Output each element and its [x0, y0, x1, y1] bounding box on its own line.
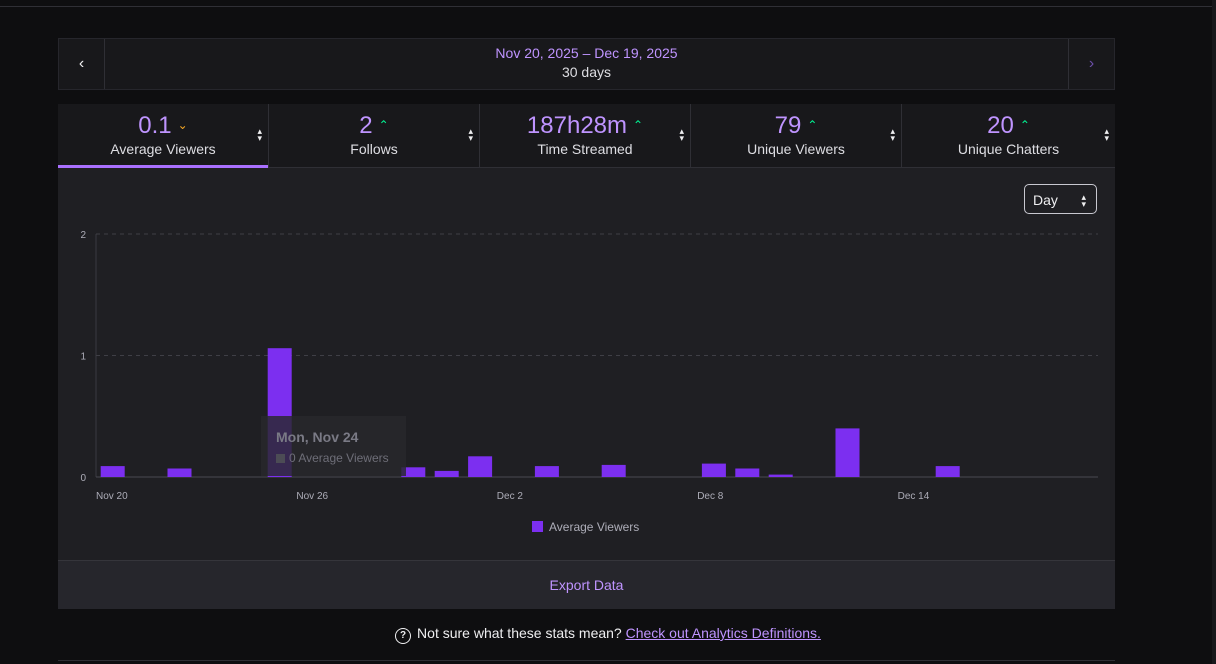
trend-up-icon: ⌃ [1019, 118, 1030, 132]
metric-value: 0.1 [138, 112, 172, 139]
tab-average-viewers[interactable]: 0.1 ⌄ Average Viewers ▴ ▾ [58, 104, 269, 168]
trend-up-icon: ⌃ [378, 118, 389, 132]
bar [735, 468, 760, 477]
legend-label: Average Viewers [549, 520, 640, 534]
y-tick-label: 1 [80, 352, 86, 363]
right-edge [1212, 0, 1216, 664]
export-data-button[interactable]: Export Data [58, 560, 1115, 609]
bar [167, 468, 192, 477]
bar [434, 470, 459, 477]
x-tick-label: Nov 20 [96, 491, 128, 502]
sort-icon[interactable]: ▴ ▾ [468, 126, 473, 143]
tooltip-value-text: 0 Average Viewers [289, 451, 389, 465]
chevron-left-icon[interactable]: ‹ [59, 39, 105, 89]
sort-icon[interactable]: ▴ ▾ [1104, 126, 1109, 143]
granularity-value: Day [1033, 192, 1058, 208]
trend-down-icon: ⌄ [177, 118, 188, 132]
chart-legend[interactable]: Average Viewers [532, 520, 639, 534]
granularity-select[interactable]: Day ▴ ▾ [1024, 184, 1097, 214]
top-divider [0, 6, 1216, 7]
bar [701, 463, 726, 477]
metric-label: Time Streamed [537, 141, 633, 157]
tooltip-date: Mon, Nov 24 [276, 429, 359, 445]
tab-unique-chatters[interactable]: 20 ⌃ Unique Chatters ▴ ▾ [902, 104, 1115, 167]
help-text: Not sure what these stats mean? [417, 625, 622, 641]
tab-unique-viewers[interactable]: 79 ⌃ Unique Viewers ▴ ▾ [691, 104, 902, 167]
sort-icon[interactable]: ▴ ▾ [257, 126, 262, 143]
bar [100, 466, 125, 477]
metric-label: Average Viewers [110, 141, 216, 157]
date-range-text: Nov 20, 2025 – Dec 19, 2025 [495, 45, 678, 61]
bar [468, 456, 493, 477]
chart-tooltip: Mon, Nov 24 0 Average Viewers [261, 416, 406, 476]
x-tick-label: Nov 26 [296, 491, 328, 502]
tooltip-swatch [276, 454, 285, 463]
bar [401, 467, 426, 477]
sort-icon[interactable]: ▴ ▾ [890, 126, 895, 143]
analytics-definitions-link[interactable]: Check out Analytics Definitions. [625, 625, 821, 641]
select-arrows-icon: ▴ ▾ [1081, 192, 1086, 209]
y-tick-label: 0 [80, 473, 86, 484]
date-range-days: 30 days [561, 64, 612, 80]
metric-value: 20 [987, 112, 1014, 139]
x-tick-label: Dec 2 [497, 491, 524, 502]
bar [835, 428, 860, 477]
metric-label: Unique Viewers [747, 141, 845, 157]
question-icon: ? [395, 628, 412, 644]
x-tick-label: Dec 8 [697, 491, 724, 502]
bar [534, 466, 559, 477]
date-range-bar: ‹ Nov 20, 2025 – Dec 19, 2025 30 days › [58, 38, 1115, 90]
help-line: ? Not sure what these stats mean? Check o… [0, 625, 1216, 644]
chevron-right-icon[interactable]: › [1068, 39, 1114, 89]
bar-chart: 0 1 2 Nov 20 Nov 26 Dec 2 Dec 8 Dec 14 [80, 230, 1098, 502]
metric-label: Follows [350, 141, 398, 157]
sort-icon[interactable]: ▴ ▾ [679, 126, 684, 143]
metric-value: 2 [359, 112, 373, 139]
metric-tabs: 0.1 ⌄ Average Viewers ▴ ▾ 2 ⌃ Follows ▴ ▾ 18… [58, 104, 1115, 168]
metric-value: 187h28m [526, 112, 627, 139]
tab-follows[interactable]: 2 ⌃ Follows ▴ ▾ [269, 104, 480, 167]
legend-swatch [532, 521, 543, 532]
metric-label: Unique Chatters [957, 141, 1060, 157]
trend-up-icon: ⌃ [633, 118, 644, 132]
x-tick-label: Dec 14 [898, 491, 930, 502]
bar [768, 474, 793, 477]
bottom-divider [58, 660, 1115, 661]
bar [935, 466, 960, 477]
tab-time-streamed[interactable]: 187h28m ⌃ Time Streamed ▴ ▾ [480, 104, 691, 167]
metric-value: 79 [774, 112, 802, 139]
y-tick-label: 2 [80, 230, 86, 241]
trend-up-icon: ⌃ [807, 118, 818, 132]
analytics-panel: 0.1 ⌄ Average Viewers ▴ ▾ 2 ⌃ Follows ▴ ▾ 18… [58, 104, 1115, 609]
tooltip-value: 0 Average Viewers [276, 451, 389, 465]
bar [601, 464, 626, 477]
date-range-display[interactable]: Nov 20, 2025 – Dec 19, 2025 30 days [104, 44, 1069, 82]
